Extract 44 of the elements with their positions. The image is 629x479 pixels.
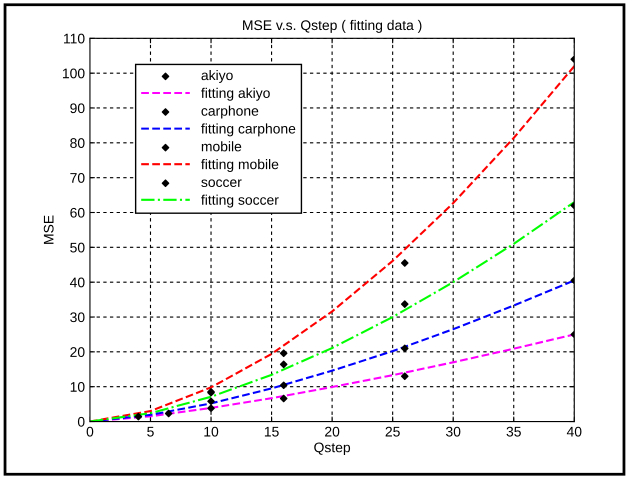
x-tick-label: 20 <box>325 426 340 437</box>
x-tick-label: 25 <box>386 426 400 437</box>
x-tick-label: 30 <box>446 426 460 437</box>
x-tick-label: 35 <box>506 426 521 437</box>
y-tick-label: 100 <box>62 68 85 78</box>
y-axis-title: MSE <box>44 215 54 244</box>
point <box>280 360 288 368</box>
legend-label: fitting akiyo <box>201 88 270 101</box>
point <box>400 300 409 308</box>
point <box>400 259 409 267</box>
chart-title: MSE v.s. Qstep ( fitting data ) <box>243 20 422 33</box>
y-tick-label: 30 <box>70 312 85 322</box>
legend-label: fitting soccer <box>201 194 279 208</box>
point <box>134 412 142 420</box>
y-tick-label: 40 <box>70 278 85 288</box>
y-tick-label: 0 <box>78 416 85 427</box>
x-tick-label: 40 <box>566 426 582 437</box>
legend-label: carphone <box>202 106 258 119</box>
legend-label: mobile <box>202 141 242 152</box>
legend-label: fitting carphone <box>201 123 296 136</box>
x-tick-label: 5 <box>147 426 154 437</box>
legend-label: soccer <box>201 179 242 188</box>
y-tick-label: 110 <box>64 34 85 44</box>
x-axis-title: Qstep <box>314 442 350 456</box>
point <box>207 404 215 412</box>
point <box>164 410 172 418</box>
legend-label: fitting mobile <box>201 159 278 172</box>
y-tick-label: 70 <box>70 173 85 183</box>
y-tick-label: 10 <box>70 382 85 392</box>
x-tick-label: 15 <box>264 426 279 437</box>
y-tick-label: 20 <box>70 347 85 358</box>
x-tick-label: 0 <box>86 426 94 437</box>
legend-label: akiyo <box>202 70 233 83</box>
point <box>400 344 409 352</box>
y-tick-label: 60 <box>70 208 85 218</box>
x-tick-label: 10 <box>204 426 218 437</box>
y-tick-label: 80 <box>70 138 85 148</box>
point <box>207 398 215 406</box>
y-tick-label: 50 <box>70 242 85 253</box>
y-tick-label: 90 <box>70 103 85 114</box>
point <box>280 381 288 390</box>
point <box>400 372 409 380</box>
point <box>280 394 288 402</box>
point <box>280 349 288 358</box>
